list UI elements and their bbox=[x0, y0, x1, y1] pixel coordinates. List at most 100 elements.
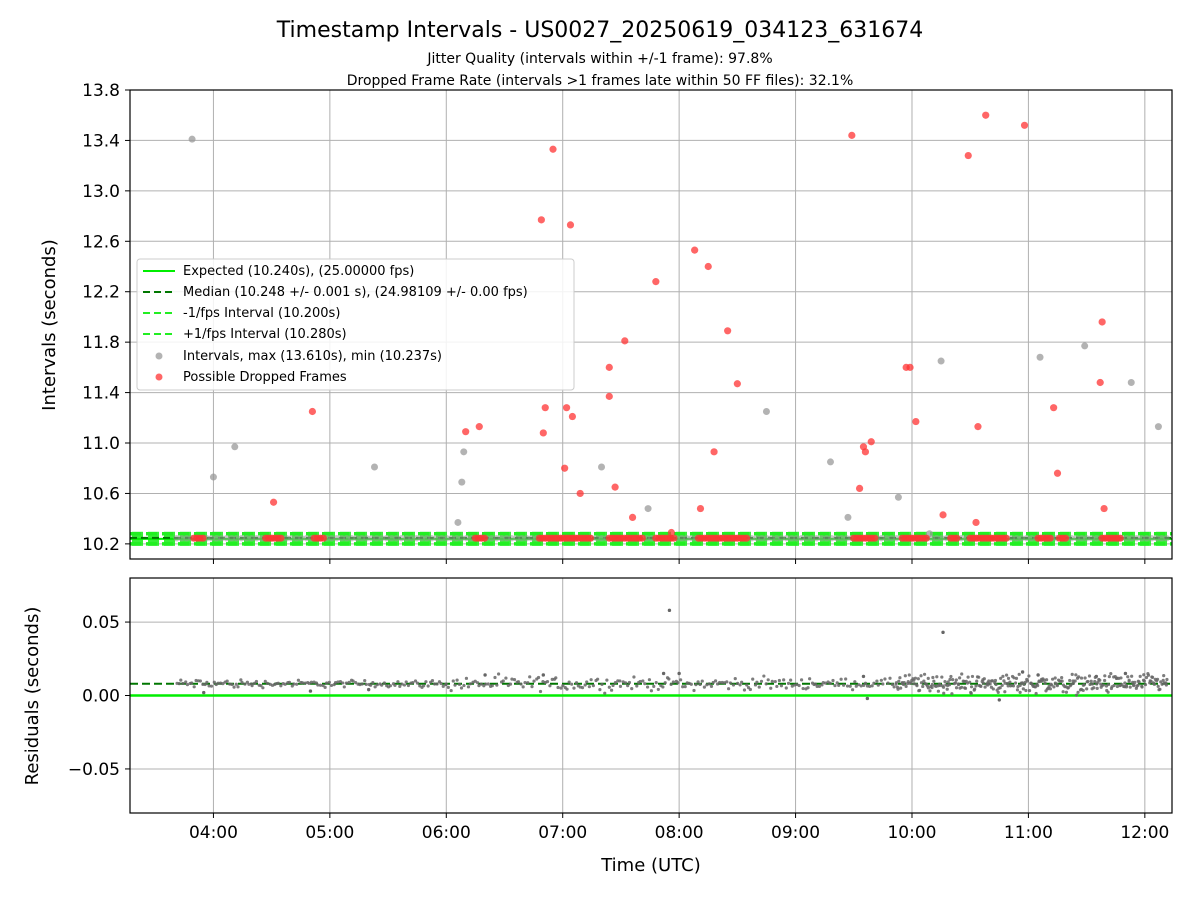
residual-point bbox=[983, 685, 987, 689]
residual-point bbox=[263, 679, 267, 683]
residual-point bbox=[626, 684, 630, 688]
residual-point bbox=[1060, 679, 1064, 683]
residual-point bbox=[1036, 684, 1040, 688]
interval-point bbox=[508, 534, 515, 542]
residual-point bbox=[753, 683, 758, 687]
residual-point bbox=[209, 684, 214, 688]
dropped-frame-point bbox=[733, 380, 741, 388]
residual-point bbox=[896, 687, 900, 691]
residual-point bbox=[1128, 685, 1132, 689]
residual-point bbox=[435, 682, 439, 686]
interval-point bbox=[358, 534, 365, 542]
residual-point bbox=[239, 678, 243, 682]
residual-point bbox=[1014, 681, 1018, 685]
interval-point bbox=[288, 534, 295, 542]
interval-point bbox=[418, 534, 425, 542]
interval-point bbox=[818, 534, 825, 542]
residual-point bbox=[886, 681, 890, 685]
dropped-frame-point bbox=[1020, 121, 1029, 129]
residual-point bbox=[919, 674, 923, 678]
residual-point bbox=[561, 684, 565, 688]
residual-point bbox=[536, 675, 541, 680]
residual-point bbox=[1136, 683, 1140, 687]
residual-point bbox=[327, 680, 331, 684]
residual-point bbox=[1071, 681, 1076, 685]
residual-point bbox=[265, 681, 270, 685]
residual-point bbox=[831, 678, 835, 683]
interval-point bbox=[843, 534, 850, 542]
residual-point bbox=[232, 685, 236, 689]
dropped-frame-point bbox=[670, 534, 678, 542]
residual-point bbox=[605, 678, 609, 682]
interval-point bbox=[373, 534, 380, 542]
residual-point bbox=[212, 680, 216, 684]
interval-point bbox=[209, 473, 217, 481]
dropped-frame-point bbox=[867, 438, 875, 446]
dropped-frame-point bbox=[704, 262, 712, 271]
residual-point bbox=[892, 685, 896, 689]
residual-point bbox=[1162, 674, 1166, 678]
residual-point bbox=[1000, 683, 1004, 687]
interval-point bbox=[773, 534, 780, 542]
residual-point bbox=[1142, 673, 1146, 677]
interval-point bbox=[248, 534, 255, 542]
dropped-frame-point bbox=[972, 518, 980, 527]
interval-point bbox=[428, 534, 435, 542]
residual-point bbox=[930, 682, 934, 687]
residual-point bbox=[369, 683, 373, 687]
residual-point bbox=[444, 682, 448, 687]
residual-point bbox=[790, 684, 794, 688]
interval-point bbox=[823, 534, 830, 542]
residual-point bbox=[526, 681, 530, 685]
interval-point bbox=[303, 534, 310, 542]
residual-point bbox=[292, 682, 296, 686]
residual-point bbox=[859, 684, 863, 688]
dropped-frame-point bbox=[566, 221, 575, 229]
residual-point bbox=[915, 684, 919, 688]
residual-point bbox=[777, 678, 782, 683]
interval-point bbox=[328, 534, 335, 542]
dropped-frame-point bbox=[652, 278, 660, 286]
residual-point bbox=[1161, 678, 1165, 682]
interval-point bbox=[758, 534, 765, 542]
residual-point bbox=[185, 683, 190, 687]
dropped-frame-point bbox=[742, 534, 751, 542]
residual-point bbox=[1123, 681, 1127, 685]
intervals-y-ticks: 10.2 10.6 11.0 11.4 11.8 12.2 12.6 13.0 13.4 13.8 bbox=[82, 81, 130, 555]
dropped-frame-point bbox=[1096, 378, 1104, 387]
residual-point bbox=[769, 686, 773, 690]
interval-point bbox=[423, 534, 430, 542]
residual-point bbox=[1093, 679, 1097, 684]
dropped-frame-point bbox=[561, 464, 569, 472]
residual-point bbox=[1074, 693, 1079, 697]
residual-point bbox=[711, 680, 715, 685]
residual-point bbox=[1130, 674, 1134, 678]
residual-point bbox=[740, 680, 744, 684]
interval-point bbox=[518, 534, 525, 542]
residual-point bbox=[696, 680, 700, 684]
residual-point bbox=[956, 682, 961, 687]
residual-point bbox=[464, 676, 469, 680]
residual-point bbox=[845, 684, 850, 688]
interval-point bbox=[683, 534, 690, 542]
residual-point bbox=[523, 680, 527, 685]
residual-point bbox=[250, 683, 254, 688]
residual-point bbox=[1106, 682, 1111, 687]
residual-point bbox=[728, 681, 733, 685]
legend-label-median: Median (10.248 +/- 0.001 s), (24.98109 +… bbox=[183, 285, 528, 300]
residual-point bbox=[583, 683, 587, 687]
interval-point bbox=[453, 534, 460, 542]
residual-point bbox=[347, 680, 351, 684]
residual-point bbox=[979, 684, 983, 688]
interval-point bbox=[1018, 534, 1025, 542]
residual-point bbox=[935, 675, 939, 679]
interval-point bbox=[408, 534, 415, 542]
residual-point bbox=[1140, 685, 1144, 689]
residual-point bbox=[550, 677, 554, 681]
residual-point bbox=[883, 677, 887, 681]
intervals-y-tick-label: 10.6 bbox=[82, 484, 120, 504]
residual-point bbox=[279, 684, 283, 688]
dropped-frame-point bbox=[541, 404, 549, 412]
residual-point bbox=[953, 681, 958, 685]
interval-point bbox=[1093, 534, 1100, 542]
